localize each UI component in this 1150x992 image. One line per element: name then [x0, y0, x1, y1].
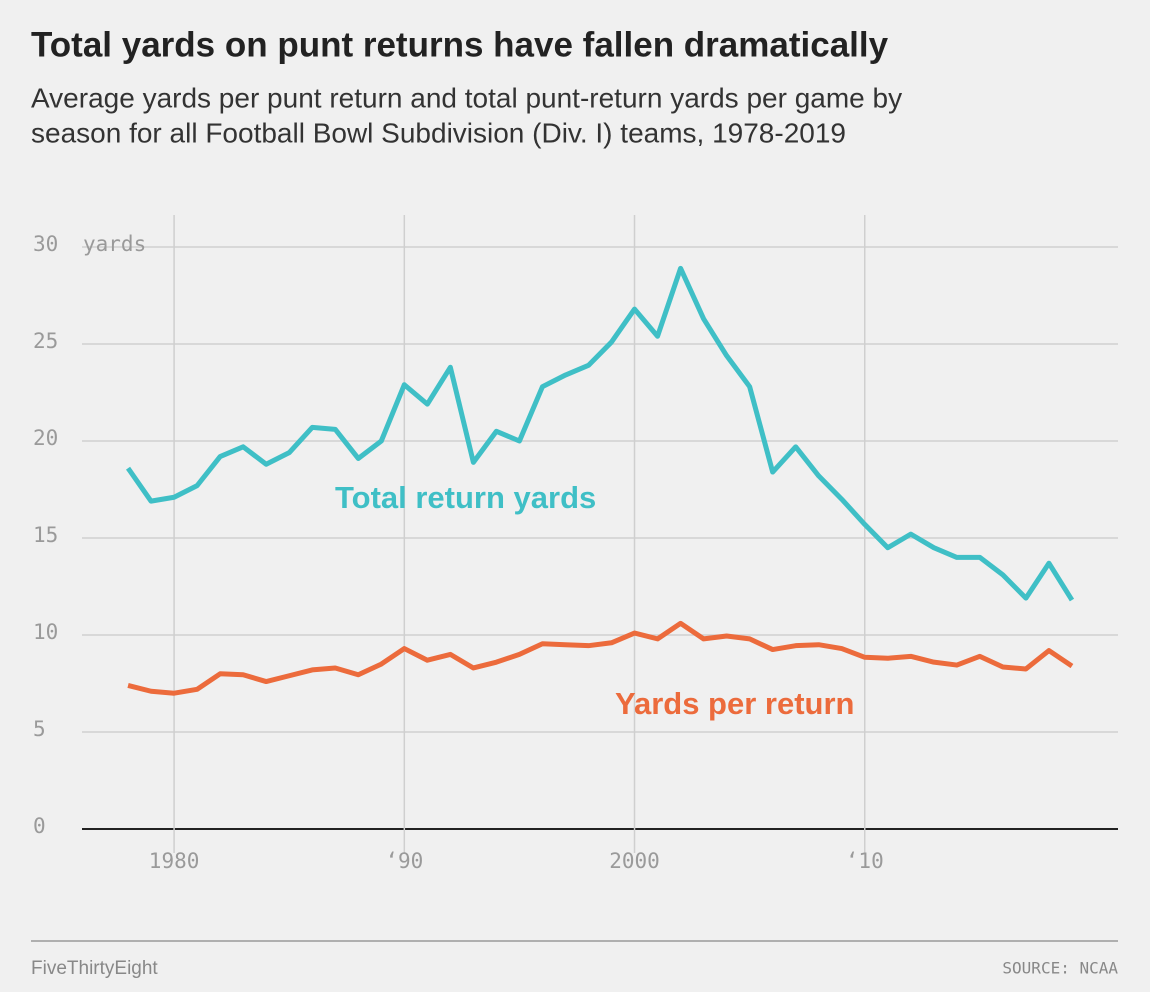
y-unit: yards [83, 232, 146, 256]
plot: 0 5 10 15 20 25 30 yards 1980 ‘90 2000 ‘10 Total ret… [33, 215, 1118, 873]
y-tick-label: 20 [33, 426, 58, 450]
y-tick-label: 0 [33, 814, 46, 838]
series-line [127, 620, 1074, 696]
x-tick-label: 2000 [609, 849, 660, 873]
footer-source: SOURCE: NCAA [1002, 959, 1118, 978]
x-tick-label: ‘10 [846, 849, 884, 873]
y-tick-label: 15 [33, 523, 58, 547]
footer-brand: FiveThirtyEight [31, 958, 158, 979]
y-tick-label: 5 [33, 717, 46, 741]
series-line [125, 265, 1075, 602]
chart-subtitle: Average yards per punt return and total … [31, 82, 902, 113]
chart-title: Total yards on punt returns have fallen … [31, 25, 889, 64]
x-tick-label: ‘90 [385, 849, 423, 873]
series-label: Total return yards [335, 480, 596, 515]
series-label: Yards per return [615, 686, 854, 721]
x-tick-label: 1980 [149, 849, 200, 873]
chart-subtitle: season for all Football Bowl Subdivision… [31, 117, 846, 148]
y-tick-label: 30 [33, 232, 58, 256]
y-tick-label: 25 [33, 329, 58, 353]
y-tick-label: 10 [33, 620, 58, 644]
